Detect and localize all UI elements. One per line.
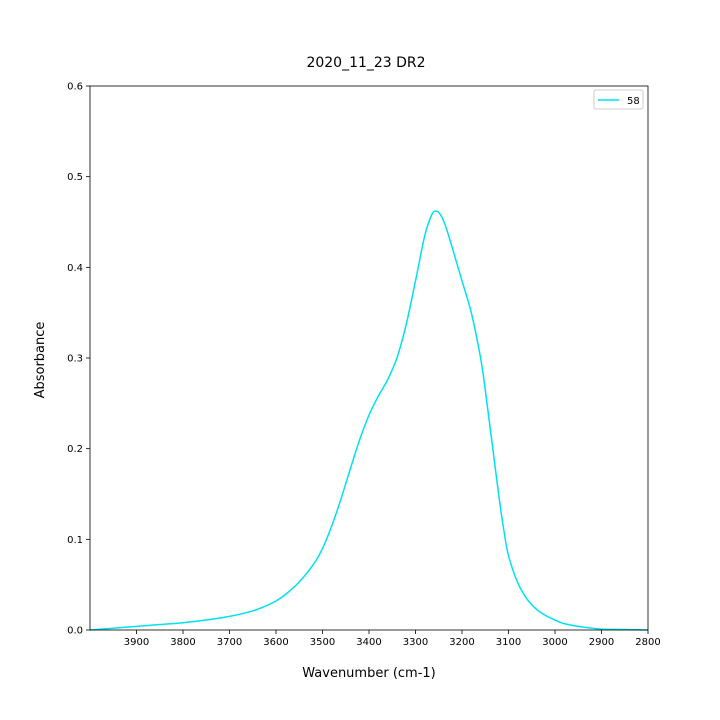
x-axis-label: Wavenumber (cm-1) [302,666,435,681]
x-tick-label: 3100 [496,637,521,648]
series-line-58 [89,210,649,631]
legend-label: 58 [627,96,640,107]
y-tick-label: 0.6 [67,82,83,93]
y-tick-label: 0.1 [67,535,83,546]
x-tick-label: 2800 [635,637,660,648]
legend: 58 [593,89,644,110]
x-tick-label: 3200 [449,637,474,648]
x-tick-label: 3700 [217,637,242,648]
x-tick-label: 3300 [403,637,428,648]
plot-area: 3900 3800 3700 3600 3500 3400 3300 3200 3100 3000… [67,82,661,649]
y-tick-label: 0.2 [67,444,83,455]
y-tick-label: 0.0 [67,626,83,637]
y-tick-label: 0.5 [67,172,83,183]
y-tick-label: 0.4 [67,263,83,274]
y-axis-label: Absorbance [33,322,48,399]
x-tick-label: 3400 [356,637,381,648]
x-tick-label: 3500 [310,637,335,648]
x-tick-label: 2900 [589,637,614,648]
plot-frame [89,85,649,631]
x-tick-label: 3600 [263,637,288,648]
y-tick-label: 0.3 [67,354,83,365]
x-tick-label: 3800 [170,637,195,648]
chart-title: 2020_11_23 DR2 [306,55,425,71]
x-tick-label: 3000 [542,637,567,648]
x-tick-label: 3900 [124,637,149,648]
